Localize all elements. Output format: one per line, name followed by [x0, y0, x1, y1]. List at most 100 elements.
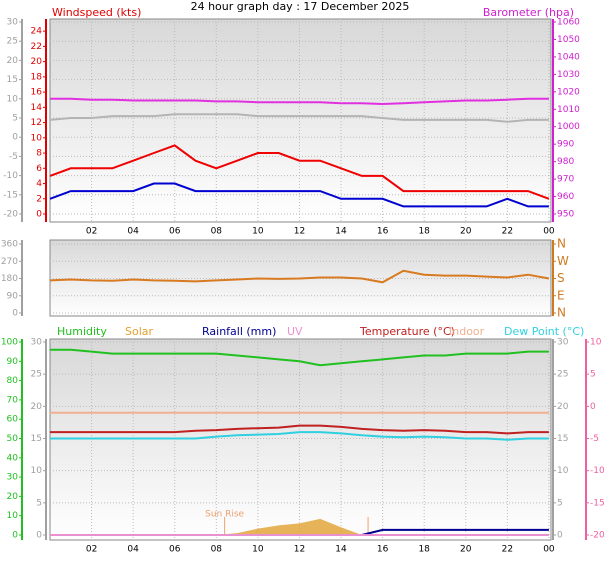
legend-label: Dew Point (°C)	[504, 325, 584, 338]
y-tick-label: 8	[36, 149, 42, 159]
x-tick-label: 02	[86, 227, 97, 237]
y-tick-label: 4	[36, 179, 42, 189]
x-tick-label: 10	[252, 545, 264, 555]
y-tick-label: 70	[7, 395, 19, 405]
y-tick-label: 24	[31, 27, 43, 37]
y-tick-label: 360	[1, 240, 18, 250]
x-tick-label: 02	[86, 545, 97, 555]
series-line	[49, 269, 550, 284]
y-tick-label: 20	[31, 402, 43, 412]
y-tick-label: N	[557, 306, 566, 320]
y-tick-label: 25	[31, 370, 42, 380]
x-tick-label: 18	[418, 545, 430, 555]
x-tick-label: 04	[127, 227, 139, 237]
y-tick-label: 950	[557, 210, 574, 220]
y-tick-label: 5	[590, 370, 596, 380]
legend-label: Indoor	[449, 325, 485, 338]
y-tick-label: 0	[12, 531, 18, 541]
y-tick-label: 100	[1, 338, 18, 348]
y-tick-label: 15	[31, 434, 42, 444]
y-tick-label: 980	[557, 157, 574, 167]
y-tick-label: 5	[557, 498, 563, 508]
y-tick-label: 90	[7, 291, 19, 301]
y-tick-label: 1020	[557, 87, 580, 97]
axis-label: Windspeed (kts)	[52, 6, 141, 19]
y-tick-label: 20	[31, 57, 43, 67]
x-tick-label: 06	[169, 227, 181, 237]
y-tick-label: 20	[7, 492, 19, 502]
y-tick-label: 0	[12, 309, 18, 319]
y-tick-label: W	[557, 254, 569, 268]
legend-label: Temperature (°C)	[359, 325, 455, 338]
y-tick-label: 6	[36, 164, 42, 174]
x-tick-label: 00	[543, 545, 555, 555]
x-tick-label: 04	[127, 545, 139, 555]
x-tick-label: 16	[377, 545, 389, 555]
y-tick-label: 16	[31, 88, 43, 98]
y-tick-label: -5	[9, 152, 18, 162]
y-tick-label: 960	[557, 192, 574, 202]
x-tick-label: 08	[211, 545, 223, 555]
series-line	[49, 182, 549, 208]
x-tick-label: 12	[294, 545, 305, 555]
y-tick-label: 14	[31, 103, 43, 113]
y-tick-label: 10	[7, 511, 19, 521]
legend-label: UV	[287, 325, 303, 338]
y-tick-label: 30	[7, 473, 19, 483]
y-tick-label: 90	[7, 357, 19, 367]
series-line	[49, 144, 550, 200]
y-tick-label: 25	[557, 370, 568, 380]
legend-label: Humidity	[57, 325, 107, 338]
x-tick-label: 16	[377, 227, 389, 237]
y-tick-label: 0	[36, 531, 42, 541]
y-tick-label: 0	[36, 210, 42, 220]
y-tick-label: 5	[12, 114, 18, 124]
x-tick-label: 18	[418, 227, 430, 237]
y-tick-label: 990	[557, 140, 574, 150]
y-tick-label: E	[557, 288, 565, 302]
y-tick-label: 20	[557, 402, 569, 412]
y-tick-label: 1030	[557, 70, 580, 80]
series-line	[50, 348, 549, 367]
y-tick-label: 5	[36, 498, 42, 508]
y-tick-label: 30	[7, 18, 19, 28]
x-tick-label: 08	[211, 227, 223, 237]
y-tick-label: 22	[31, 42, 42, 52]
y-tick-label: -10	[3, 171, 18, 181]
y-tick-label: 1010	[557, 105, 580, 115]
y-tick-label: 25	[7, 37, 18, 47]
x-tick-label: 20	[460, 545, 472, 555]
y-tick-label: 270	[1, 257, 18, 267]
y-tick-label: S	[557, 271, 565, 285]
y-tick-label: -15	[590, 498, 605, 508]
y-tick-label: -10	[590, 466, 605, 476]
y-tick-label: 10	[7, 94, 19, 104]
legend-label: Solar	[125, 325, 154, 338]
y-tick-label: 180	[1, 274, 18, 284]
y-tick-label: 20	[7, 56, 19, 66]
y-tick-label: 60	[7, 415, 19, 425]
y-tick-label: 30	[557, 338, 569, 348]
y-tick-label: 970	[557, 175, 574, 185]
series-line	[49, 113, 549, 123]
y-tick-label: 0	[557, 531, 563, 541]
area	[50, 518, 549, 535]
y-tick-label: -20	[3, 210, 18, 220]
y-tick-label: 0	[590, 402, 596, 412]
series-line	[50, 431, 549, 441]
y-tick-label: 2	[36, 194, 42, 204]
legend-label: Rainfall (mm)	[202, 325, 276, 338]
y-tick-label: 18	[31, 72, 43, 82]
y-tick-label: 10	[31, 133, 43, 143]
x-tick-label: 06	[169, 545, 181, 555]
sun-label: Sun Rise	[205, 510, 244, 520]
y-tick-label: 40	[7, 453, 19, 463]
x-tick-label: 14	[335, 545, 347, 555]
series-line	[50, 424, 549, 435]
y-tick-label: 1060	[557, 18, 580, 28]
x-tick-label: 20	[460, 227, 472, 237]
x-tick-label: 14	[335, 227, 347, 237]
y-tick-label: -15	[3, 190, 18, 200]
